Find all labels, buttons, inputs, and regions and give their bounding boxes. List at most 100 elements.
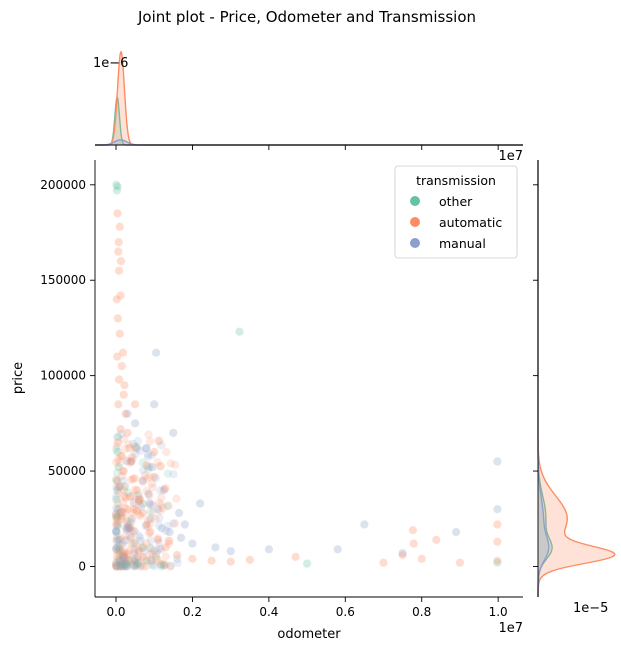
x-tick-label: 0.6 <box>336 605 355 619</box>
legend-marker-manual <box>410 238 420 248</box>
scatter-point-automatic <box>112 294 122 304</box>
scatter-point-automatic <box>144 430 153 439</box>
scatter-point-manual <box>155 513 164 523</box>
scatter-point-other <box>146 543 155 553</box>
scatter-point-other <box>111 495 121 505</box>
scatter-point-manual <box>136 562 145 571</box>
scatter-point-automatic <box>120 482 129 491</box>
scatter-point-other <box>122 559 131 569</box>
scatter-point-automatic <box>137 499 146 509</box>
y-tick-label: 150000 <box>40 273 86 287</box>
scatter-point-automatic <box>245 555 255 565</box>
scatter-point-other <box>146 507 155 516</box>
scatter-point-automatic <box>112 515 122 524</box>
scatter-point-automatic <box>142 460 151 470</box>
scatter-point-automatic <box>112 559 121 568</box>
scatter-point-automatic <box>398 550 408 560</box>
scatter-point-other <box>148 560 157 569</box>
scatter-point-automatic <box>126 457 136 466</box>
scatter-point-automatic <box>116 562 125 571</box>
scatter-point-automatic <box>112 513 121 522</box>
scatter-point-automatic <box>142 562 151 571</box>
scatter-point-automatic <box>125 458 135 467</box>
scatter-point-automatic <box>117 550 127 559</box>
scatter-point-automatic <box>161 560 170 569</box>
x-offset-label-top: 1e7 <box>498 149 523 164</box>
scatter-point-automatic <box>117 361 127 371</box>
scatter-point-other <box>138 543 147 553</box>
scatter-point-automatic <box>153 535 163 545</box>
scatter-point-automatic <box>187 554 197 564</box>
top-kde-fill-manual <box>95 139 523 145</box>
scatter-point-automatic <box>126 492 135 501</box>
top-kde-fill-other <box>95 97 523 145</box>
scatter-point-automatic <box>121 493 131 503</box>
scatter-point-automatic <box>156 506 165 516</box>
scatter-point-manual <box>492 504 502 514</box>
scatter-point-manual <box>119 552 128 561</box>
scatter-point-other <box>157 560 166 569</box>
scatter-point-other <box>114 535 124 545</box>
scatter-point-automatic <box>138 552 148 562</box>
legend: transmission other automatic manual <box>394 165 518 259</box>
scatter-point-automatic <box>132 485 142 495</box>
scatter-point-automatic <box>112 352 122 362</box>
scatter-point-manual <box>112 483 121 492</box>
x-tick-label: 0.2 <box>183 605 202 619</box>
scatter-point-automatic <box>112 560 121 570</box>
scatter-point-other <box>115 546 125 556</box>
scatter-point-automatic <box>115 458 125 467</box>
scatter-point-manual <box>129 560 138 569</box>
scatter-point-manual <box>112 503 121 513</box>
scatter-point-manual <box>264 544 274 554</box>
scatter-point-manual <box>126 457 136 466</box>
scatter-point-manual <box>113 433 122 442</box>
scatter-point-automatic <box>113 477 122 486</box>
scatter-point-manual <box>136 533 145 542</box>
scatter-point-automatic <box>164 539 173 548</box>
scatter-point-other <box>143 464 153 474</box>
scatter-point-automatic <box>117 511 127 521</box>
scatter-point-automatic <box>143 522 152 531</box>
scatter-point-manual <box>112 526 121 536</box>
scatter-point-manual <box>111 526 121 536</box>
scatter-point-automatic <box>114 455 123 464</box>
scatter-point-manual <box>398 548 408 558</box>
scatter-point-manual <box>451 527 461 537</box>
scatter-point-automatic <box>121 516 131 525</box>
scatter-point-other <box>113 504 123 514</box>
scatter-point-automatic <box>152 554 161 564</box>
scatter-point-other <box>112 186 122 195</box>
scatter-point-automatic <box>121 523 130 532</box>
scatter-point-manual <box>176 533 186 543</box>
scatter-point-manual <box>134 495 144 505</box>
legend-frame <box>394 165 518 259</box>
scatter-point-automatic <box>120 503 130 512</box>
scatter-point-other <box>113 447 122 457</box>
scatter-point-automatic <box>130 539 140 549</box>
scatter-point-automatic <box>112 458 121 467</box>
scatter-point-automatic <box>118 562 127 571</box>
scatter-point-manual <box>165 527 174 537</box>
scatter-point-automatic <box>133 552 143 561</box>
scatter-point-manual <box>144 489 153 499</box>
scatter-point-automatic <box>492 520 502 529</box>
scatter-point-manual <box>136 446 145 455</box>
scatter-point-automatic <box>130 547 139 556</box>
scatter-point-automatic <box>160 561 169 570</box>
scatter-point-automatic <box>119 551 129 560</box>
scatter-point-other <box>132 442 141 451</box>
scatter-point-automatic <box>148 508 157 517</box>
scatter-point-automatic <box>154 498 164 507</box>
scatter-point-automatic <box>159 559 168 569</box>
scatter-point-manual <box>169 519 178 528</box>
x-tick-label: 0.0 <box>106 605 125 619</box>
scatter-point-other <box>129 538 138 548</box>
scatter-point-manual <box>148 501 157 510</box>
scatter-point-other <box>112 445 121 454</box>
scatter-point-automatic <box>117 541 126 551</box>
scatter-point-automatic <box>154 556 163 565</box>
scatter-point-automatic <box>161 542 171 552</box>
scatter-point-manual <box>123 523 133 532</box>
scatter-point-automatic <box>121 531 130 540</box>
